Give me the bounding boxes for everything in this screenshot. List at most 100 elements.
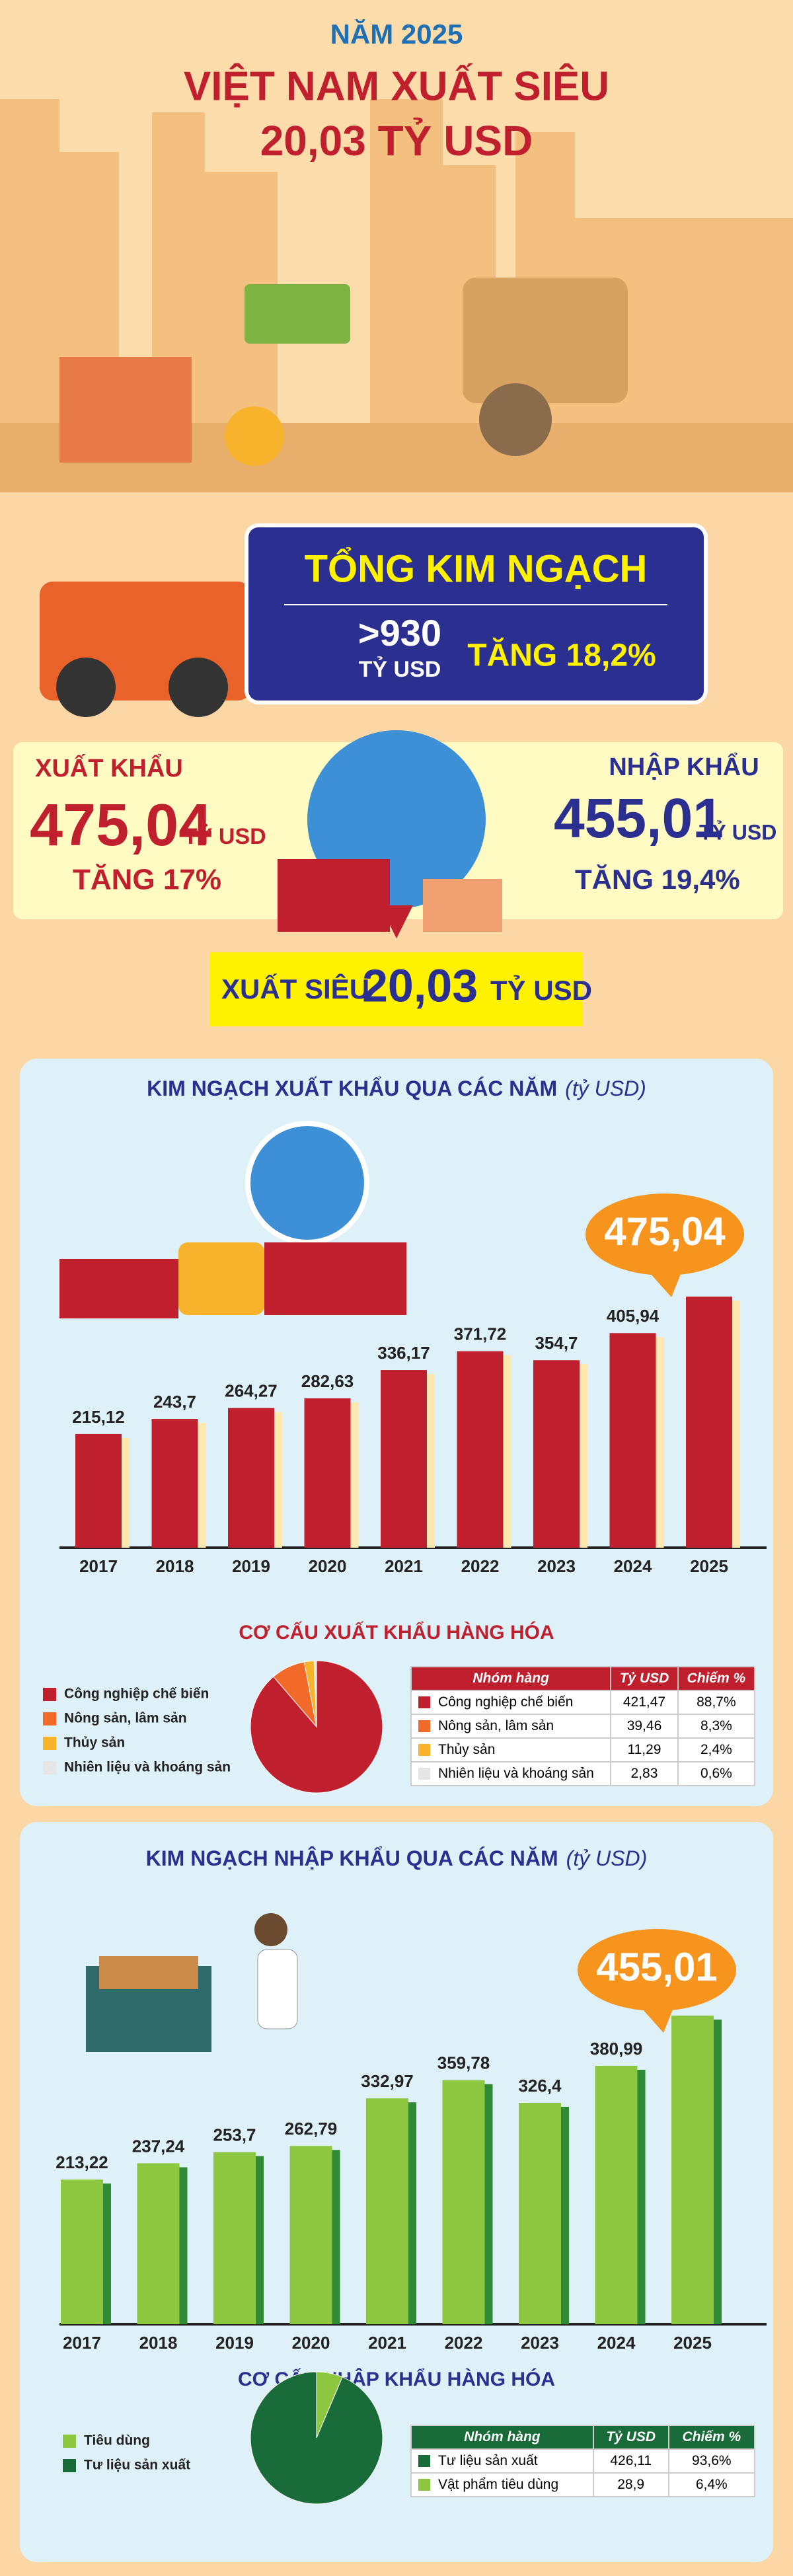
row-swatch xyxy=(418,2479,430,2491)
header-title: VIỆT NAM XUẤT SIÊU xyxy=(184,63,609,109)
value-label: 253,7 xyxy=(213,2125,256,2144)
import-unit: TỶ USD xyxy=(699,820,776,844)
value-label: 326,4 xyxy=(518,2076,562,2096)
x-tick-label: 2018 xyxy=(139,2333,178,2353)
chart-title: KIM NGẠCH NHẬP KHẨU QUA CÁC NĂM (tỷ USD) xyxy=(146,1846,648,1870)
x-tick-label: 2024 xyxy=(597,2333,636,2353)
chart-subtitle: (tỷ USD) xyxy=(565,1077,646,1100)
bar xyxy=(609,1333,656,1548)
bar xyxy=(213,2152,256,2324)
value-label: 243,7 xyxy=(153,1392,196,1412)
table-cell: Nông sản, lâm sản xyxy=(410,1714,612,1739)
surplus-box xyxy=(210,952,583,1026)
x-tick-label: 2023 xyxy=(537,1556,576,1576)
x-tick-label: 2019 xyxy=(232,1556,270,1576)
bar xyxy=(228,1408,274,1548)
x-tick-label: 2020 xyxy=(309,1556,347,1576)
total-box xyxy=(245,523,708,704)
bar-shade xyxy=(120,1437,130,1548)
money xyxy=(245,284,350,344)
column-header: Tỷ USD xyxy=(592,2425,669,2450)
boxes xyxy=(423,879,502,932)
worker xyxy=(254,1913,287,1946)
row-swatch xyxy=(418,1768,430,1780)
legend-swatch xyxy=(63,2459,76,2472)
bar-shade xyxy=(483,2084,493,2324)
x-tick-label: 2022 xyxy=(445,2333,483,2353)
table-cell: Nhiên liệu và khoáng sản xyxy=(410,1761,612,1786)
value-label: 336,17 xyxy=(377,1343,430,1363)
cell-text: 11,29 xyxy=(627,1742,661,1757)
bar xyxy=(671,2016,714,2324)
export-unit: TỶ USD xyxy=(184,824,266,849)
value-label: 380,99 xyxy=(590,2039,643,2059)
wheel xyxy=(169,658,228,717)
value-label: 332,97 xyxy=(361,2071,414,2091)
cell-text: 8,3% xyxy=(700,1718,732,1733)
bar-shade xyxy=(731,1301,740,1548)
table-cell: 6,4% xyxy=(667,2472,756,2497)
bubble xyxy=(578,1929,736,2011)
bar-shade xyxy=(654,1337,664,1548)
legend-label: Tiêu dùng xyxy=(84,2433,150,2448)
chart-title-text: KIM NGẠCH XUẤT KHẨU QUA CÁC NĂM xyxy=(147,1077,557,1100)
data-table: Nhóm hàng Tỷ USD Chiếm % Tư liệu sản xuất 42… xyxy=(410,2425,756,2497)
bar xyxy=(151,1419,198,1548)
table-header: Nhóm hàng Tỷ USD Chiếm % xyxy=(410,1666,756,1691)
bar-shade xyxy=(196,1423,206,1548)
bar xyxy=(595,2065,638,2324)
x-tick-label: 2017 xyxy=(63,2333,101,2353)
cell-text: 39,46 xyxy=(626,1718,662,1733)
value-label: 475,04 xyxy=(604,1209,726,1254)
wheel xyxy=(56,658,116,717)
worker xyxy=(257,1949,298,2029)
chart-subtitle: (tỷ USD) xyxy=(566,1846,648,1870)
bar-shade xyxy=(502,1355,511,1548)
row-swatch xyxy=(418,1744,430,1757)
export-value: 475,04 xyxy=(30,792,211,858)
cell-text: 28,9 xyxy=(617,2477,645,2492)
data-table: Nhóm hàng Tỷ USD Chiếm % Công nghiệp chế bi… xyxy=(410,1666,756,1786)
coin xyxy=(225,406,284,466)
box xyxy=(59,357,192,463)
bar-shade xyxy=(636,2069,646,2324)
surplus-unit: TỶ USD xyxy=(490,974,592,1006)
truck xyxy=(463,278,628,403)
row-swatch xyxy=(418,1696,430,1709)
header-year: NĂM 2025 xyxy=(330,19,463,50)
bar xyxy=(366,2098,408,2324)
cell-text: 2,4% xyxy=(700,1742,732,1757)
x-tick-label: 2024 xyxy=(614,1556,652,1576)
cell-text: 0,6% xyxy=(700,1766,732,1781)
table-row: Nông sản, lâm sản 39,46 8,3% xyxy=(410,1714,756,1739)
table-cell: 2,4% xyxy=(677,1737,756,1762)
total-growth: TĂNG 18,2% xyxy=(467,638,656,673)
table-cell: 2,83 xyxy=(610,1761,679,1786)
table-header: Nhóm hàng Tỷ USD Chiếm % xyxy=(410,2425,756,2450)
cell-text: 426,11 xyxy=(610,2453,652,2468)
bar-shade xyxy=(273,1412,282,1548)
surplus-label: XUẤT SIÊU xyxy=(221,973,369,1004)
table-cell: Tư liệu sản xuất xyxy=(410,2448,594,2474)
export-growth: TĂNG 17% xyxy=(73,863,221,896)
boxes xyxy=(99,1956,198,1989)
legend-label: Tư liệu sản xuất xyxy=(84,2458,190,2473)
bar-shade xyxy=(560,2106,569,2324)
legend-swatch xyxy=(43,1712,56,1725)
pie-slice xyxy=(250,2371,383,2505)
truck xyxy=(178,1242,264,1315)
legend-swatch xyxy=(63,2435,76,2448)
bar-shade xyxy=(712,2020,722,2324)
value-label: 237,24 xyxy=(132,2136,185,2156)
table-cell: 93,6% xyxy=(667,2448,756,2474)
import-label: NHẬP KHẨU xyxy=(609,751,759,781)
table-row: Công nghiệp chế biến 421,47 88,7% xyxy=(410,1690,756,1715)
cell-text: Tư liệu sản xuất xyxy=(438,2453,538,2468)
cell-text: 2,83 xyxy=(630,1766,658,1781)
cell-text: 93,6% xyxy=(692,2453,732,2468)
bar xyxy=(686,1297,732,1548)
total-unit: TỶ USD xyxy=(359,657,441,682)
bar xyxy=(519,2102,561,2324)
